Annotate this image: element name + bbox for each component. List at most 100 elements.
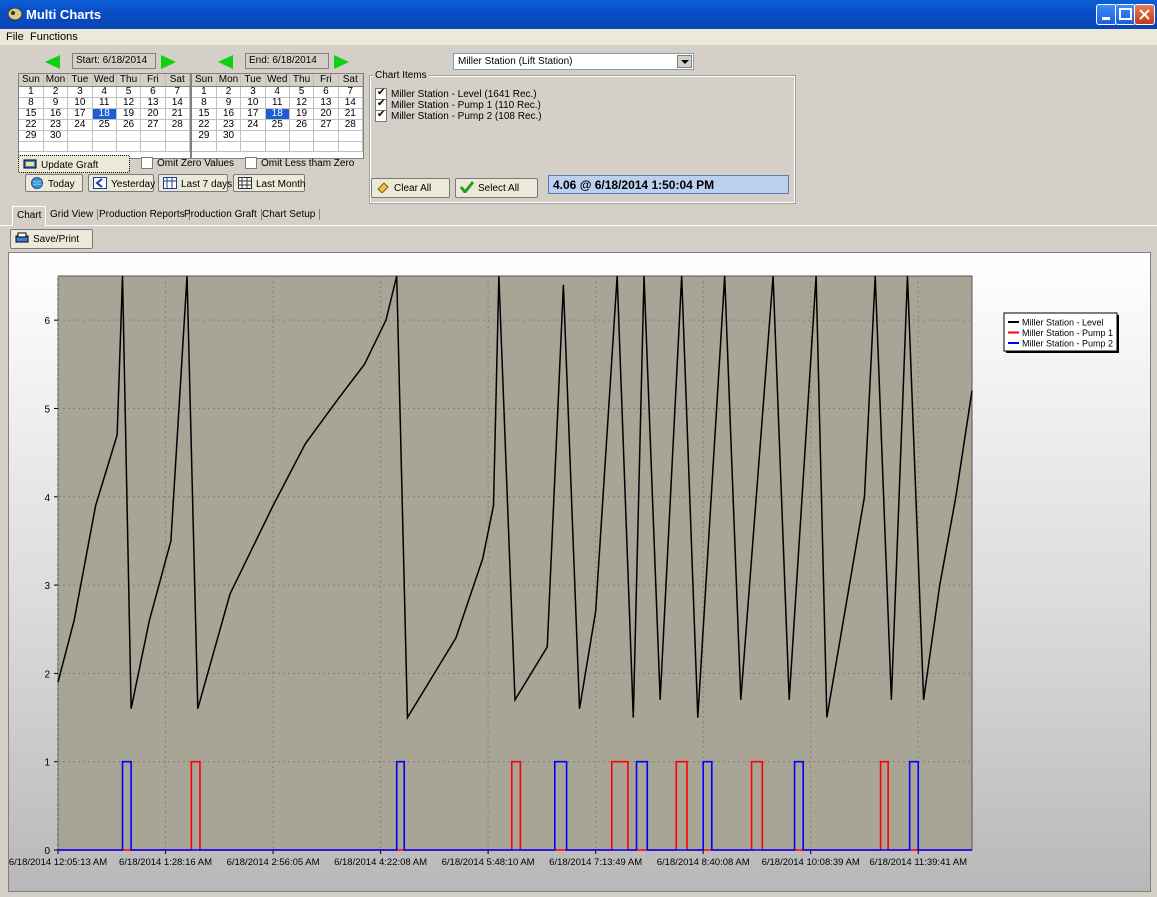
end-day-cell[interactable]: 6 bbox=[313, 86, 339, 98]
last-7-days-button[interactable]: Last 7 days bbox=[158, 174, 232, 192]
end-day-cell[interactable]: 21 bbox=[338, 108, 364, 120]
end-day-cell[interactable]: 17 bbox=[240, 108, 266, 120]
close-button[interactable] bbox=[1134, 4, 1155, 25]
select-all-button[interactable]: Select All bbox=[455, 178, 538, 198]
omit-zero-box[interactable] bbox=[141, 157, 153, 169]
start-day-cell[interactable]: 24 bbox=[67, 119, 93, 131]
start-day-cell[interactable]: 16 bbox=[43, 108, 69, 120]
end-day-cell[interactable]: 11 bbox=[265, 97, 290, 109]
end-day-cell[interactable]: 15 bbox=[192, 108, 217, 120]
end-day-cell[interactable]: 2 bbox=[216, 86, 242, 98]
start-day-cell[interactable]: 20 bbox=[140, 108, 166, 120]
chart-item-pump2-box[interactable] bbox=[375, 109, 387, 122]
start-day-cell[interactable]: 27 bbox=[140, 119, 166, 131]
end-day-cell[interactable]: 22 bbox=[192, 119, 217, 131]
end-day-cell[interactable]: 8 bbox=[192, 97, 217, 109]
start-day-cell[interactable]: 21 bbox=[165, 108, 191, 120]
start-day-cell[interactable]: 29 bbox=[19, 130, 44, 142]
end-day-cell[interactable]: 16 bbox=[216, 108, 242, 120]
end-day-cell[interactable]: 14 bbox=[338, 97, 364, 109]
start-calendar-grid[interactable]: Sun Mon Tue Wed Thu Fri Sat 1 2 3 4 5 6 7 8 9 10 11 12 13 14… bbox=[18, 73, 191, 159]
end-day-cell[interactable]: 29 bbox=[192, 130, 217, 142]
update-graft-button[interactable]: Update Graft bbox=[18, 155, 130, 173]
omit-less-zero-checkbox[interactable]: Omit Less tham Zero bbox=[245, 157, 354, 169]
y-tick-label: 6 bbox=[44, 316, 50, 327]
end-day-cell[interactable]: 3 bbox=[240, 86, 266, 98]
tab-chart-setup[interactable]: Chart Setup bbox=[262, 209, 321, 220]
end-day-cell[interactable]: 1 bbox=[192, 86, 217, 98]
start-day-cell[interactable]: 2 bbox=[43, 86, 69, 98]
start-day-cell[interactable]: 13 bbox=[140, 97, 166, 109]
start-day-cell[interactable]: 12 bbox=[116, 97, 142, 109]
start-day-cell bbox=[19, 141, 44, 152]
start-day-cell[interactable]: 11 bbox=[92, 97, 117, 109]
end-day-cell[interactable]: 26 bbox=[289, 119, 315, 131]
yesterday-button[interactable]: Yesterday bbox=[88, 174, 155, 192]
last-month-button[interactable]: Last Month bbox=[233, 174, 305, 192]
end-day-cell[interactable]: 20 bbox=[313, 108, 339, 120]
start-day-cell[interactable]: 25 bbox=[92, 119, 117, 131]
start-day-cell[interactable]: 4 bbox=[92, 86, 117, 98]
start-day-cell[interactable]: 1 bbox=[19, 86, 44, 98]
start-date-label: Start: 6/18/2014 bbox=[72, 53, 156, 69]
start-day-cell[interactable]: 10 bbox=[67, 97, 93, 109]
x-tick-label: 6/18/2014 4:22:08 AM bbox=[334, 857, 427, 868]
minimize-button[interactable] bbox=[1096, 4, 1117, 25]
end-day-header: Mon bbox=[216, 74, 242, 87]
end-day-cell[interactable]: 28 bbox=[338, 119, 364, 131]
start-day-cell[interactable]: 8 bbox=[19, 97, 44, 109]
end-day-cell bbox=[265, 141, 290, 152]
end-day-cell[interactable]: 30 bbox=[216, 130, 242, 142]
end-day-cell[interactable]: 18 bbox=[265, 108, 290, 120]
today-button[interactable]: Today bbox=[25, 174, 83, 192]
maximize-button[interactable] bbox=[1115, 4, 1136, 25]
end-day-cell[interactable]: 7 bbox=[338, 86, 364, 98]
end-day-cell[interactable]: 5 bbox=[289, 86, 315, 98]
end-day-cell[interactable]: 9 bbox=[216, 97, 242, 109]
start-day-cell[interactable]: 18 bbox=[92, 108, 117, 120]
station-select[interactable]: Miller Station (Lift Station) bbox=[453, 53, 694, 70]
tab-chart[interactable]: Chart bbox=[12, 206, 47, 226]
end-day-cell[interactable]: 24 bbox=[240, 119, 266, 131]
end-next-month-icon[interactable] bbox=[334, 55, 349, 69]
start-day-cell[interactable]: 14 bbox=[165, 97, 191, 109]
chart-item-pump1[interactable]: Miller Station - Pump 1 (110 Rec.) bbox=[375, 98, 541, 111]
start-day-cell[interactable]: 6 bbox=[140, 86, 166, 98]
end-calendar-grid[interactable]: Sun Mon Tue Wed Thu Fri Sat 1 2 3 4 5 6 7 8 9 10 11 12 13 14… bbox=[191, 73, 364, 159]
tab-grid-view[interactable]: Grid View bbox=[50, 209, 99, 220]
start-day-cell[interactable]: 28 bbox=[165, 119, 191, 131]
start-prev-month-icon[interactable] bbox=[45, 55, 60, 69]
end-day-cell[interactable]: 27 bbox=[313, 119, 339, 131]
end-day-cell[interactable]: 10 bbox=[240, 97, 266, 109]
tab-production-graft[interactable]: Production Graft bbox=[184, 209, 262, 220]
start-day-cell[interactable]: 26 bbox=[116, 119, 142, 131]
end-day-cell[interactable]: 4 bbox=[265, 86, 290, 98]
end-day-cell[interactable]: 12 bbox=[289, 97, 315, 109]
tab-production-reports[interactable]: Production Reports bbox=[99, 209, 190, 220]
end-day-cell[interactable]: 25 bbox=[265, 119, 290, 131]
globe-icon bbox=[31, 177, 43, 189]
end-day-cell[interactable]: 19 bbox=[289, 108, 315, 120]
omit-zero-checkbox[interactable]: Omit Zero Values bbox=[141, 157, 234, 169]
chart-item-pump2[interactable]: Miller Station - Pump 2 (108 Rec.) bbox=[375, 109, 542, 122]
start-day-cell[interactable]: 17 bbox=[67, 108, 93, 120]
start-day-cell[interactable]: 9 bbox=[43, 97, 69, 109]
menu-file[interactable]: File bbox=[6, 31, 24, 43]
start-day-cell[interactable]: 3 bbox=[67, 86, 93, 98]
start-day-cell[interactable]: 19 bbox=[116, 108, 142, 120]
clear-all-button[interactable]: Clear All bbox=[371, 178, 450, 198]
save-print-button[interactable]: Save/Print bbox=[10, 229, 93, 249]
end-day-cell[interactable]: 23 bbox=[216, 119, 242, 131]
start-day-cell[interactable]: 15 bbox=[19, 108, 44, 120]
end-prev-month-icon[interactable] bbox=[218, 55, 233, 69]
omit-less-zero-box[interactable] bbox=[245, 157, 257, 169]
start-day-cell[interactable]: 22 bbox=[19, 119, 44, 131]
end-day-cell[interactable]: 13 bbox=[313, 97, 339, 109]
start-day-cell[interactable]: 30 bbox=[43, 130, 69, 142]
chevron-down-icon[interactable] bbox=[677, 55, 692, 68]
menu-functions[interactable]: Functions bbox=[30, 31, 78, 43]
start-day-cell[interactable]: 23 bbox=[43, 119, 69, 131]
start-day-cell[interactable]: 7 bbox=[165, 86, 191, 98]
start-day-cell[interactable]: 5 bbox=[116, 86, 142, 98]
start-next-month-icon[interactable] bbox=[161, 55, 176, 69]
